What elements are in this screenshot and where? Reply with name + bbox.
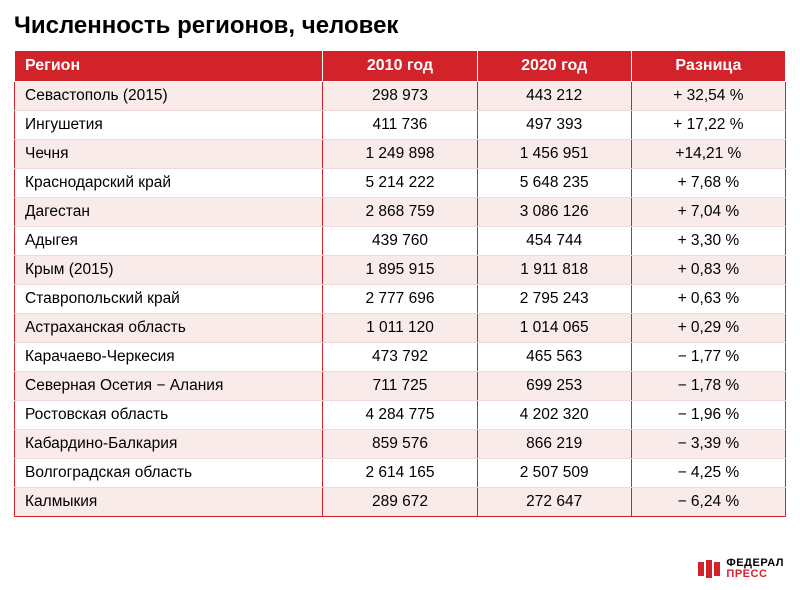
cell-diff: +14,21 %: [631, 140, 785, 169]
cell-diff: − 1,96 %: [631, 401, 785, 430]
cell-region: Калмыкия: [15, 488, 323, 517]
cell-2020: 1 911 818: [477, 256, 631, 285]
cell-2020: 866 219: [477, 430, 631, 459]
cell-diff: + 32,54 %: [631, 82, 785, 111]
cell-2020: 272 647: [477, 488, 631, 517]
cell-region: Крым (2015): [15, 256, 323, 285]
table-header-row: Регион 2010 год 2020 год Разница: [15, 51, 786, 82]
cell-diff: + 3,30 %: [631, 227, 785, 256]
cell-diff: − 1,77 %: [631, 343, 785, 372]
cell-region: Астраханская область: [15, 314, 323, 343]
cell-2010: 473 792: [323, 343, 477, 372]
cell-2010: 2 868 759: [323, 198, 477, 227]
cell-2010: 1 249 898: [323, 140, 477, 169]
cell-region: Ростовская область: [15, 401, 323, 430]
table-row: Ставропольский край2 777 6962 795 243+ 0…: [15, 285, 786, 314]
cell-2010: 4 284 775: [323, 401, 477, 430]
table-row: Кабардино-Балкария859 576866 219− 3,39 %: [15, 430, 786, 459]
cell-region: Чечня: [15, 140, 323, 169]
cell-diff: − 4,25 %: [631, 459, 785, 488]
cell-2020: 1 456 951: [477, 140, 631, 169]
table-row: Крым (2015)1 895 9151 911 818+ 0,83 %: [15, 256, 786, 285]
logo-bars-icon: [698, 560, 720, 578]
cell-2020: 3 086 126: [477, 198, 631, 227]
cell-diff: + 7,68 %: [631, 169, 785, 198]
page-title: Численность регионов, человек: [14, 12, 786, 40]
footer-text: ФЕДЕРАЛ ПРЕСС: [726, 558, 784, 580]
cell-region: Севастополь (2015): [15, 82, 323, 111]
cell-2020: 465 563: [477, 343, 631, 372]
cell-2010: 5 214 222: [323, 169, 477, 198]
table-row: Чечня1 249 8981 456 951+14,21 %: [15, 140, 786, 169]
cell-region: Карачаево-Черкесия: [15, 343, 323, 372]
table-row: Астраханская область1 011 1201 014 065+ …: [15, 314, 786, 343]
cell-2020: 497 393: [477, 111, 631, 140]
footer-line2: ПРЕСС: [726, 569, 784, 580]
cell-2010: 2 777 696: [323, 285, 477, 314]
cell-2020: 2 507 509: [477, 459, 631, 488]
cell-region: Адыгея: [15, 227, 323, 256]
cell-2010: 289 672: [323, 488, 477, 517]
cell-region: Волгоградская область: [15, 459, 323, 488]
cell-region: Краснодарский край: [15, 169, 323, 198]
cell-region: Ингушетия: [15, 111, 323, 140]
col-diff: Разница: [631, 51, 785, 82]
cell-2020: 2 795 243: [477, 285, 631, 314]
table-row: Ростовская область4 284 7754 202 320− 1,…: [15, 401, 786, 430]
table-row: Северная Осетия − Алания711 725699 253− …: [15, 372, 786, 401]
table-row: Краснодарский край5 214 2225 648 235+ 7,…: [15, 169, 786, 198]
col-2010: 2010 год: [323, 51, 477, 82]
cell-2010: 439 760: [323, 227, 477, 256]
col-region: Регион: [15, 51, 323, 82]
cell-diff: + 0,83 %: [631, 256, 785, 285]
cell-diff: + 17,22 %: [631, 111, 785, 140]
cell-2010: 2 614 165: [323, 459, 477, 488]
cell-2020: 5 648 235: [477, 169, 631, 198]
population-table: Регион 2010 год 2020 год Разница Севасто…: [14, 50, 786, 517]
cell-2020: 1 014 065: [477, 314, 631, 343]
table-row: Севастополь (2015)298 973443 212+ 32,54 …: [15, 82, 786, 111]
cell-2010: 711 725: [323, 372, 477, 401]
cell-diff: − 3,39 %: [631, 430, 785, 459]
footer-logo: ФЕДЕРАЛ ПРЕСС: [698, 558, 784, 580]
cell-diff: − 6,24 %: [631, 488, 785, 517]
col-2020: 2020 год: [477, 51, 631, 82]
cell-diff: − 1,78 %: [631, 372, 785, 401]
table-row: Дагестан2 868 7593 086 126+ 7,04 %: [15, 198, 786, 227]
cell-2020: 454 744: [477, 227, 631, 256]
cell-2010: 411 736: [323, 111, 477, 140]
table-row: Карачаево-Черкесия473 792465 563− 1,77 %: [15, 343, 786, 372]
cell-2020: 699 253: [477, 372, 631, 401]
table-row: Волгоградская область2 614 1652 507 509−…: [15, 459, 786, 488]
cell-2010: 298 973: [323, 82, 477, 111]
cell-2010: 859 576: [323, 430, 477, 459]
cell-2020: 4 202 320: [477, 401, 631, 430]
cell-region: Ставропольский край: [15, 285, 323, 314]
cell-2010: 1 011 120: [323, 314, 477, 343]
cell-2020: 443 212: [477, 82, 631, 111]
cell-2010: 1 895 915: [323, 256, 477, 285]
table-row: Калмыкия289 672272 647− 6,24 %: [15, 488, 786, 517]
cell-region: Дагестан: [15, 198, 323, 227]
cell-diff: + 7,04 %: [631, 198, 785, 227]
cell-region: Северная Осетия − Алания: [15, 372, 323, 401]
table-row: Ингушетия411 736497 393+ 17,22 %: [15, 111, 786, 140]
cell-diff: + 0,29 %: [631, 314, 785, 343]
cell-diff: + 0,63 %: [631, 285, 785, 314]
table-row: Адыгея439 760454 744+ 3,30 %: [15, 227, 786, 256]
cell-region: Кабардино-Балкария: [15, 430, 323, 459]
